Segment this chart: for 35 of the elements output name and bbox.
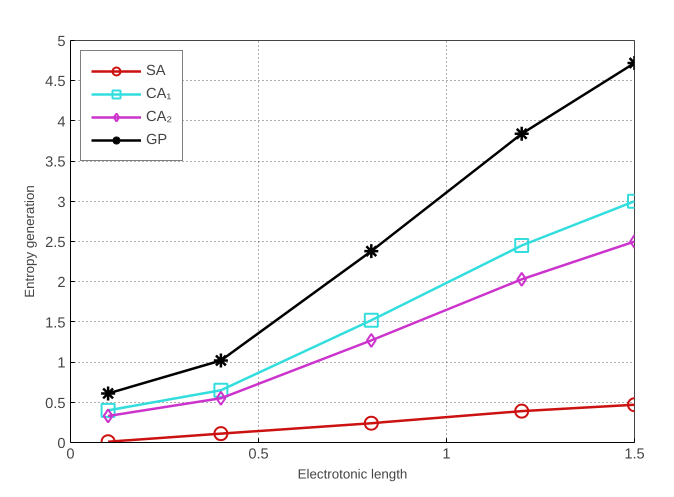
point [213,426,228,442]
point [102,408,114,424]
y-axis-title: Entropy generation [22,185,38,298]
legend-label: CA₂ [146,109,172,125]
legend-label: GP [146,132,168,148]
x-tick-label: 1 [442,446,451,462]
y-tick-label: 1.5 [45,315,66,332]
y-tick-label: 2.5 [45,235,66,251]
y-tick-label: 0 [57,436,66,452]
point [366,332,377,348]
y-tick-label: 2 [57,275,66,292]
point [513,126,530,142]
point [514,404,530,419]
y-tick-label: 3.5 [45,154,66,171]
point [212,352,230,369]
point [514,238,530,254]
point [100,402,116,418]
point [516,272,528,287]
y-tick-label: 3 [57,194,66,211]
legend-label: CA₁ [146,86,172,102]
point [364,416,379,431]
y-tick-label: 4.5 [45,74,66,90]
legend-label: SA [146,63,166,79]
point [213,382,228,398]
y-tick-label: 0.5 [45,396,66,412]
point [364,312,379,328]
point [363,242,380,260]
y-tick-label: 4 [57,114,66,130]
y-tick-label: 5 [57,34,66,50]
x-tick-label: 0.5 [248,446,269,462]
point [216,390,226,406]
x-tick-label: 1.5 [624,446,645,462]
point [100,385,116,402]
x-axis-title: Electrotonic length [298,466,408,482]
y-tick-label: 1 [57,356,66,372]
